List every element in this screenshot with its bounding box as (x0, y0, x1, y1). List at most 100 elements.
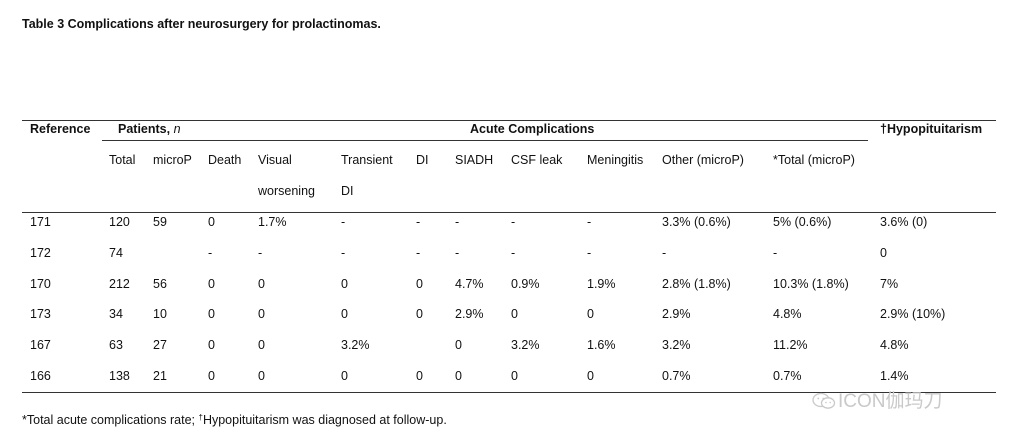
table-cell: - (208, 246, 213, 260)
table-cell: - (258, 246, 263, 260)
table-cell: 1.9% (587, 277, 616, 291)
table-cell: - (341, 246, 346, 260)
header-reference: Reference (30, 122, 91, 136)
table-cell: 3.2% (662, 338, 691, 352)
watermark: ICON伽玛刀 (812, 386, 943, 413)
subheader-csf-leak: CSF leak (511, 153, 563, 167)
table-cell: 0 (416, 369, 423, 383)
table-cell: 138 (109, 369, 130, 383)
table-cell: 171 (30, 215, 51, 229)
table-cell: 10 (153, 307, 167, 321)
table-cell: 0 (880, 246, 887, 260)
table-cell: - (587, 246, 592, 260)
wechat-icon (812, 392, 836, 410)
table-cell: 3.3% (0.6%) (662, 215, 731, 229)
subheader-transient: Transient (341, 153, 393, 167)
table-cell: 0 (511, 369, 518, 383)
table-cell: 0 (341, 307, 348, 321)
table-cell: 170 (30, 277, 51, 291)
table-cell: 63 (109, 338, 123, 352)
table-cell: 212 (109, 277, 130, 291)
table-cell: 10.3% (1.8%) (773, 277, 849, 291)
table-cell: 166 (30, 369, 51, 383)
table-cell: - (587, 215, 592, 229)
table-cell: 167 (30, 338, 51, 352)
table-cell: 0 (416, 307, 423, 321)
table-cell: 0 (455, 338, 462, 352)
table-cell: 1.6% (587, 338, 616, 352)
table-cell: 1.4% (880, 369, 909, 383)
table-cell: 2.9% (10%) (880, 307, 946, 321)
table-cell: 0.7% (773, 369, 802, 383)
table-top-rule (22, 120, 996, 121)
table-cell: - (455, 246, 460, 260)
table-footnote: *Total acute complications rate; †Hypopi… (22, 413, 447, 427)
table-cell: 1.7% (258, 215, 287, 229)
table-cell: 56 (153, 277, 167, 291)
table-cell: 0 (587, 307, 594, 321)
table-cell: 2.9% (455, 307, 484, 321)
table-cell: 3.2% (341, 338, 370, 352)
table-cell: 4.8% (773, 307, 802, 321)
table-cell: 0 (258, 307, 265, 321)
table-cell: 0 (208, 307, 215, 321)
subheader-total: Total (109, 153, 136, 167)
table-cell: 2.8% (1.8%) (662, 277, 731, 291)
table-cell: 0 (341, 277, 348, 291)
table-cell: 0 (258, 369, 265, 383)
watermark-text: ICON伽玛刀 (838, 391, 943, 412)
table-cell: 0 (416, 277, 423, 291)
table-cell: - (511, 215, 516, 229)
subheader-siadh: SIADH (455, 153, 494, 167)
subheader-death: Death (208, 153, 242, 167)
table-bottom-rule (22, 392, 996, 393)
table-cell: 0 (511, 307, 518, 321)
table-cell: 0 (341, 369, 348, 383)
table-cell: 0 (258, 338, 265, 352)
table-cell: 4.7% (455, 277, 484, 291)
subheader-transient-di: DI (341, 184, 354, 198)
subheader-visual-worsening: worsening (258, 184, 315, 198)
table-cell: 0 (208, 215, 215, 229)
table-cell: - (416, 246, 421, 260)
header-patients-label: Patients, (118, 122, 171, 136)
subheader-meningitis: Meningitis (587, 153, 644, 167)
footnote-dagger: † (198, 413, 203, 422)
table-cell: - (416, 215, 421, 229)
table-cell: 27 (153, 338, 167, 352)
table-cell: 7% (880, 277, 899, 291)
table-cell: 4.8% (880, 338, 909, 352)
subheader-rule (102, 140, 868, 141)
table-cell: - (662, 246, 667, 260)
table-cell: 21 (153, 369, 167, 383)
table-cell: - (511, 246, 516, 260)
footnote-part1: *Total acute complications rate; (22, 413, 199, 427)
table-cell: 120 (109, 215, 130, 229)
table-cell: 173 (30, 307, 51, 321)
subheader-visual: Visual (258, 153, 292, 167)
table-title: Table 3 Complications after neurosurgery… (22, 17, 381, 31)
subheader-other-microp: Other (microP) (662, 153, 744, 167)
table-cell: - (455, 215, 460, 229)
header-bottom-rule (22, 212, 996, 213)
table-cell: 59 (153, 215, 167, 229)
table-cell: 0 (258, 277, 265, 291)
table-cell: 0 (208, 338, 215, 352)
table-cell: 3.2% (511, 338, 540, 352)
table-cell: 172 (30, 246, 51, 260)
table-cell: - (773, 246, 778, 260)
header-patients-n: n (173, 122, 181, 136)
header-hypopituitarism: †Hypopituitarism (880, 122, 983, 136)
table-cell: 0 (587, 369, 594, 383)
table-cell: 34 (109, 307, 123, 321)
table-cell: 0 (208, 277, 215, 291)
header-patients: Patients, n (118, 122, 181, 137)
table-cell: 3.6% (0) (880, 215, 928, 229)
table-cell: 2.9% (662, 307, 691, 321)
table-cell: 0 (455, 369, 462, 383)
table-cell: 11.2% (773, 338, 808, 352)
subheader-total-microp: *Total (microP) (773, 153, 855, 167)
table-cell: 74 (109, 246, 123, 260)
table-cell: 0 (208, 369, 215, 383)
header-acute-complications: Acute Complications (470, 122, 595, 136)
